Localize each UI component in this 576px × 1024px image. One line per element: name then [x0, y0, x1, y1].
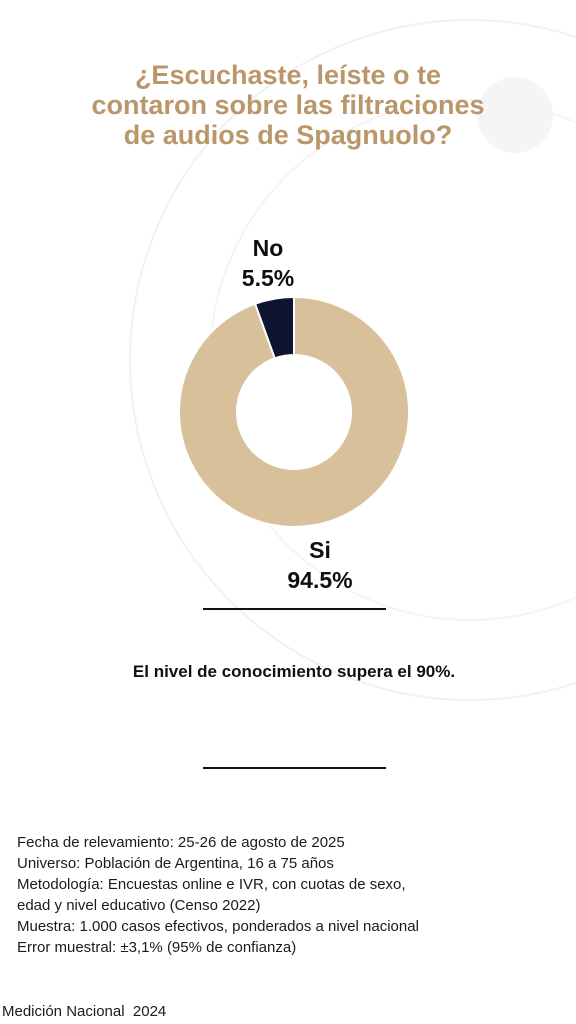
footer-text: Medición Nacional 2024 [2, 1003, 167, 1020]
page-title: ¿Escuchaste, leíste o te contaron sobre … [91, 60, 485, 150]
divider-bottom [203, 767, 386, 769]
methodology-line: Error muestral: ±3,1% (95% de confianza) [17, 939, 297, 956]
methodology-line: edad y nivel educativo (Censo 2022) [17, 897, 261, 914]
donut-chart: No 5.5% Si 94.5% [178, 235, 410, 593]
insight-text: El nivel de conocimiento supera el 90%. [132, 662, 456, 681]
slice-value-si: 94.5% [287, 567, 352, 593]
slice-value-no: 5.5% [242, 265, 294, 291]
divider-top [203, 608, 386, 610]
slice-label-no: No [253, 235, 284, 261]
methodology-line: Universo: Población de Argentina, 16 a 7… [17, 855, 334, 872]
methodology-block: Fecha de relevamiento: 25-26 de agosto d… [17, 832, 562, 958]
slice-label-si: Si [309, 537, 331, 563]
methodology-line: Metodología: Encuestas online e IVR, con… [17, 876, 406, 893]
methodology-line: Fecha de relevamiento: 25-26 de agosto d… [17, 834, 345, 851]
donut-slice-si [178, 295, 410, 528]
methodology-line: Muestra: 1.000 casos efectivos, ponderad… [17, 918, 419, 935]
